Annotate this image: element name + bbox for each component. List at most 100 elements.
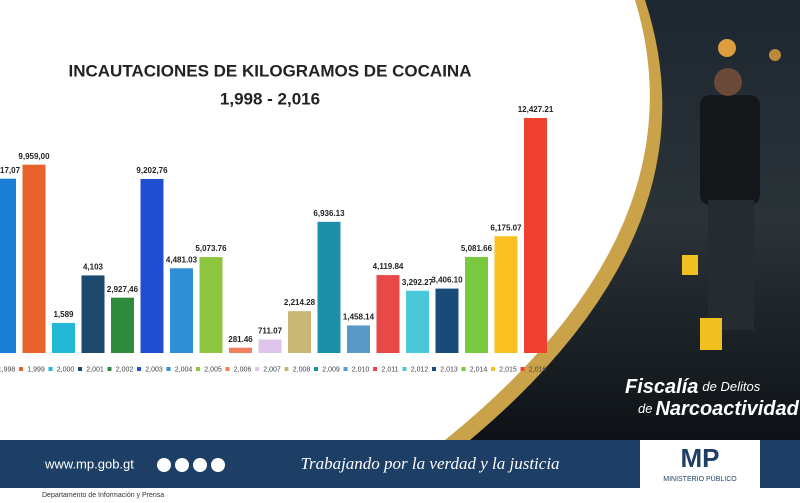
footer-department: Departamento de Información y Prensa: [42, 492, 164, 499]
x-tick-label: 2,007: [263, 366, 281, 373]
legend-swatch: [137, 367, 141, 371]
person-head: [714, 68, 742, 96]
x-tick-label: 2,010: [352, 366, 370, 373]
value-label: 711.07: [258, 327, 283, 336]
value-label: 5,073.76: [195, 244, 227, 253]
x-tick-label: 2,000: [57, 366, 75, 373]
x-tick-label: 2,012: [411, 366, 429, 373]
footer-url: www.mp.gob.gt: [44, 456, 134, 471]
legend-swatch: [78, 367, 82, 371]
bar: [0, 178, 16, 353]
legend-swatch: [196, 367, 200, 371]
value-label: 12,427.21: [518, 105, 554, 114]
value-label: 2,927,46: [107, 285, 139, 294]
value-label: 281.46: [228, 335, 253, 344]
value-label: 9,217,07: [0, 166, 21, 175]
value-label: 4,481.03: [166, 255, 198, 264]
legend-swatch: [225, 367, 230, 371]
bar: [111, 297, 134, 353]
value-label: 2,214.28: [284, 298, 316, 307]
chart-title: INCAUTACIONES DE KILOGRAMOS DE COCAINA: [69, 61, 472, 80]
bar: [52, 322, 75, 353]
x-tick-label: 2,002: [116, 366, 134, 373]
light: [718, 39, 736, 57]
value-label: 6,175.07: [490, 223, 522, 232]
x-tick-label: 1,999: [27, 366, 45, 373]
brand-word: Narcoactividad: [655, 398, 799, 420]
value-label: 4,103: [83, 263, 104, 272]
x-tick-label: 2,004: [175, 366, 193, 373]
bar: [376, 275, 400, 353]
legend-swatch: [48, 367, 53, 371]
bar: [81, 275, 105, 353]
bar: [258, 339, 282, 353]
legend-swatch: [491, 367, 495, 371]
social-icon[interactable]: [157, 458, 171, 472]
bar: [435, 288, 459, 353]
x-tick-label: 2,009: [322, 366, 340, 373]
bar: [199, 257, 223, 353]
bar: [22, 164, 46, 353]
brand-word: de Delitos: [702, 379, 760, 394]
bar: [465, 256, 488, 353]
light: [769, 49, 781, 61]
legend-swatch: [373, 367, 377, 371]
value-label: 4,119.84: [373, 262, 404, 271]
legend-swatch: [255, 367, 259, 371]
legend-swatch: [520, 367, 525, 371]
chart-subtitle: 1,998 - 2,016: [220, 89, 320, 108]
x-tick-label: 2,006: [234, 366, 252, 373]
brand-line: de Narcoactividad: [638, 398, 800, 420]
value-label: 5,081.66: [461, 244, 493, 253]
bar: [140, 178, 164, 353]
value-label: 1,458.14: [343, 313, 375, 322]
social-icon[interactable]: [211, 458, 225, 472]
legend-swatch: [107, 367, 112, 371]
value-label: 3,292.27: [402, 278, 434, 287]
legend-swatch: [19, 367, 23, 371]
bar: [229, 347, 252, 353]
social-icons: [157, 458, 225, 472]
legend-swatch: [284, 367, 289, 371]
bar: [288, 311, 311, 353]
footer-slogan: Trabajando por la verdad y la justicia: [300, 454, 559, 473]
bar: [317, 221, 341, 353]
legend-swatch: [402, 367, 407, 371]
logo: MP: [681, 443, 720, 473]
x-tick-label: 2,016: [529, 366, 547, 373]
bar: [347, 325, 370, 353]
bar: [524, 118, 547, 353]
bar: [494, 236, 518, 353]
person-legs: [708, 200, 754, 330]
marker: [700, 318, 722, 350]
brand-word: Fiscalía: [625, 376, 698, 398]
value-label: 6,936.13: [313, 209, 345, 218]
bars: 9,217,07 1,998 9,959,00 1,999 1,589 2,000 4,10…: [0, 105, 554, 373]
bar: [406, 290, 429, 353]
marker: [682, 255, 698, 275]
bar: [170, 268, 193, 353]
x-tick-label: 2,011: [382, 366, 399, 373]
legend-swatch: [166, 367, 171, 371]
x-tick-label: 2,014: [470, 366, 488, 373]
value-label: 9,959,00: [18, 152, 50, 161]
value-label: 1,589: [53, 310, 74, 319]
person: [700, 95, 760, 205]
social-icon[interactable]: [193, 458, 207, 472]
value-label: 9,202,76: [136, 166, 168, 175]
x-tick-label: 2,008: [293, 366, 311, 373]
legend-swatch: [314, 367, 318, 371]
x-tick-label: 2,005: [204, 366, 222, 373]
logo-institution: MINISTERIO PÚBLICO: [663, 474, 737, 483]
bottom-strip: [0, 488, 800, 503]
x-tick-label: 2,015: [499, 366, 517, 373]
social-icon[interactable]: [175, 458, 189, 472]
x-tick-label: 2,003: [145, 366, 163, 373]
legend-swatch: [461, 367, 466, 371]
x-tick-label: 2,013: [440, 366, 458, 373]
legend-swatch: [343, 367, 348, 371]
value-label: 3,406.10: [431, 276, 463, 285]
x-tick-label: 2,001: [86, 366, 104, 373]
brand-line: Fiscalía de Delitos: [625, 376, 761, 398]
